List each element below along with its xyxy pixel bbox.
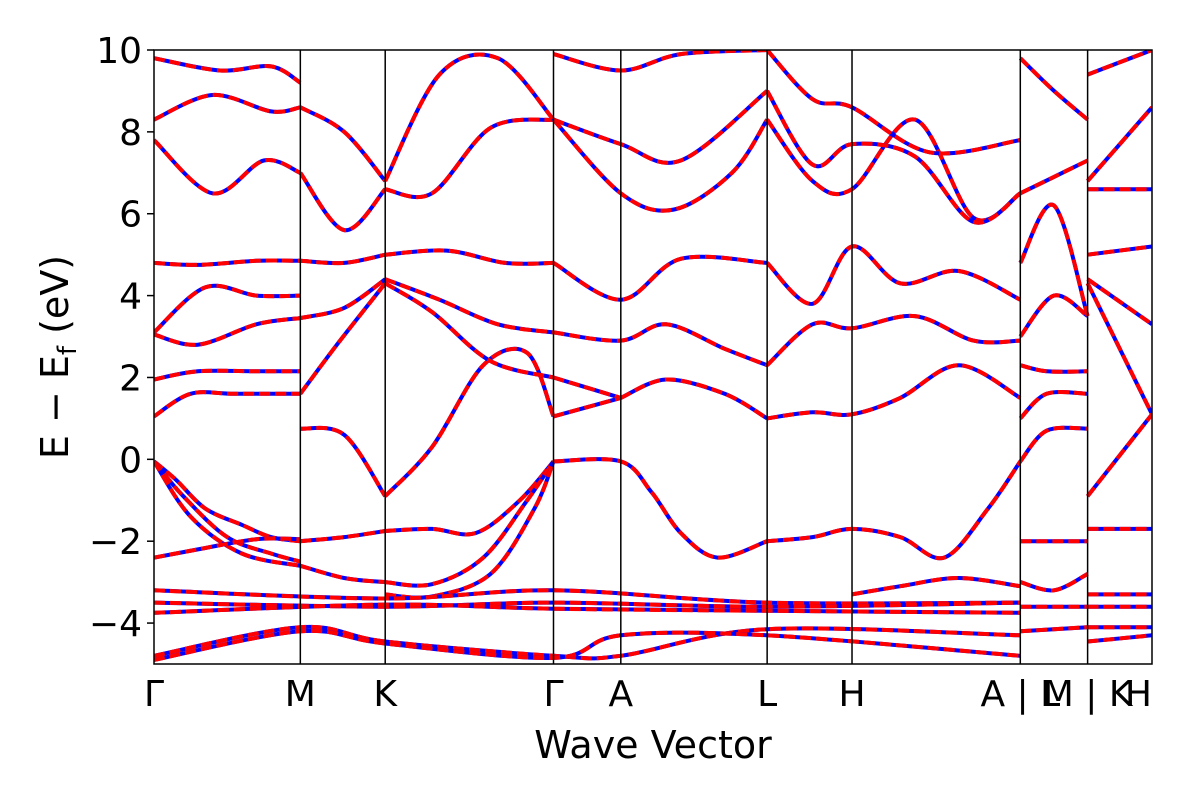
- x-tick-label-9: H: [1125, 674, 1152, 715]
- band-line-54-red: [1018, 293, 1089, 338]
- band-line-39-red: [383, 52, 556, 182]
- y-tick-label-6: 8: [119, 113, 142, 154]
- band-line-42-red: [552, 50, 768, 73]
- x-tick-label-3: Γ: [543, 674, 563, 715]
- band-line-33-red: [154, 138, 302, 196]
- y-tick-label-3: 2: [119, 358, 142, 399]
- band-line-35-red: [154, 56, 302, 85]
- band-line-1-red: [154, 460, 301, 564]
- band-line-36-red: [298, 171, 387, 233]
- x-tick-label-4: A: [608, 674, 633, 715]
- band-line-41-red: [552, 89, 769, 165]
- band-line-31-red: [552, 254, 768, 302]
- y-axis-ticks: −4 −2 0 2 4 6 8 10: [89, 31, 154, 645]
- band-line-61-red: [1020, 625, 1088, 634]
- y-tick-label-1: −2: [89, 522, 142, 563]
- band-line-56-red: [1019, 158, 1089, 196]
- band-line-24-red: [154, 316, 301, 347]
- band-line-23-red: [765, 313, 1021, 367]
- band-line-22-red: [553, 322, 768, 368]
- band-line-12-red: [154, 390, 301, 419]
- band-line-21-red: [766, 363, 1022, 421]
- band-lines: [154, 50, 1152, 662]
- band-line-40-red: [552, 118, 769, 213]
- band-line-3-red: [154, 536, 301, 560]
- band-line-16-red: [298, 282, 387, 396]
- band-line-4-red: [300, 529, 386, 544]
- x-axis-label: Wave Vector: [534, 723, 772, 767]
- band-line-55-red: [1018, 202, 1090, 317]
- plot-frame: [153, 49, 1153, 665]
- band-line-26-red: [154, 283, 301, 334]
- band-line-13-red: [154, 368, 301, 382]
- band-line-11-red: [851, 575, 1021, 597]
- x-tick-label-2: K: [373, 674, 398, 715]
- y-tick-label-2: 0: [119, 440, 142, 481]
- band-line-2-red: [154, 460, 301, 568]
- band-line-10-red: [766, 460, 1022, 561]
- band-line-5-red: [299, 563, 386, 585]
- band-line-14-red: [300, 425, 387, 498]
- x-tick-label-1: M: [285, 674, 316, 715]
- band-line-19-red: [552, 375, 622, 400]
- band-line-73-red: [1087, 633, 1152, 644]
- band-line-6-red: [385, 460, 556, 537]
- band-line-34-red: [154, 92, 301, 122]
- band-line-27-red: [299, 277, 387, 321]
- band-line-67-red: [1086, 105, 1152, 183]
- band-line-30-red: [385, 248, 554, 266]
- band-line-51-red: [1018, 425, 1088, 463]
- x-tick-label-6: H: [838, 674, 865, 715]
- band-line-29-red: [384, 277, 554, 335]
- band-line-18-red: [552, 395, 622, 419]
- band-line-52-red: [1018, 389, 1088, 420]
- band-line-32-red: [765, 244, 1022, 306]
- band-line-28-red: [300, 252, 386, 266]
- y-axis-label-subscript: f: [53, 345, 83, 355]
- y-tick-label-4: 4: [119, 277, 142, 318]
- band-line-57-red: [1018, 56, 1089, 122]
- y-tick-label-5: 6: [119, 195, 142, 236]
- band-line-38-red: [384, 117, 554, 200]
- band-line-9-red: [553, 457, 768, 560]
- band-line-63-red: [1085, 282, 1152, 416]
- y-axis-label-unit: (eV): [33, 255, 77, 346]
- band-line-15-red: [383, 346, 556, 498]
- band-line-25-red: [154, 258, 301, 267]
- y-axis-label-main: E − E: [33, 355, 77, 459]
- high-symmetry-lines: [299, 50, 1089, 664]
- band-line-43-red: [765, 117, 1022, 223]
- x-tick-label-8: M | K: [1043, 674, 1134, 715]
- band-line-20-red: [619, 377, 769, 421]
- band-line-45-red: [765, 50, 1021, 156]
- x-tick-label-7: A | L: [980, 674, 1060, 715]
- band-line-68-red: [1086, 50, 1152, 77]
- y-tick-label-0: −4: [89, 604, 142, 645]
- band-line-48-red: [154, 602, 1021, 615]
- band-line-44-red: [765, 89, 1022, 225]
- band-line-37-red: [299, 105, 387, 183]
- band-line-59-red: [1019, 572, 1089, 593]
- band-line-17-red: [384, 281, 555, 380]
- x-tick-label-0: Γ: [144, 674, 164, 715]
- band-line-7-red: [385, 460, 556, 588]
- band-line-64-red: [1086, 277, 1152, 326]
- x-tick-label-5: L: [757, 674, 777, 715]
- band-line-62-red: [1086, 413, 1152, 498]
- y-axis-label: E − Ef (eV): [33, 255, 83, 459]
- band-line-53-red: [1019, 363, 1088, 374]
- y-tick-label-7: 10: [96, 31, 142, 72]
- band-line-65-red: [1087, 244, 1152, 257]
